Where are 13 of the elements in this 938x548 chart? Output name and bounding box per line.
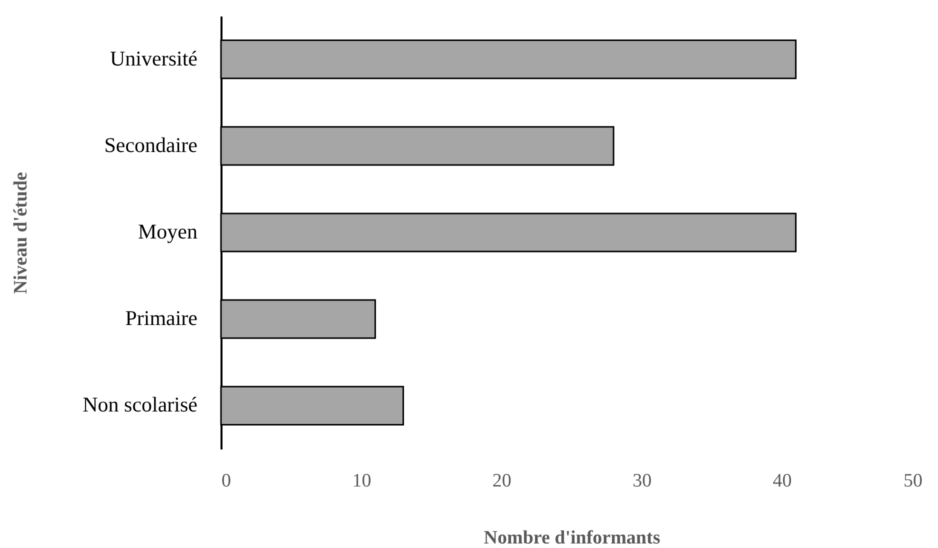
x-tick-label: 30 [632,470,652,492]
x-tick-label: 20 [492,470,512,492]
x-tick-label: 40 [772,470,792,492]
y-tick-label: Université [110,46,198,70]
x-axis-title: Nombre d'informants [484,528,660,548]
y-tick-label: Moyen [138,220,198,244]
y-axis-title: Niveau d'étude [10,172,32,294]
y-tick-label: Primaire [125,306,198,330]
y-tick-label: Non scolarisé [82,392,198,417]
x-tick-label: 10 [352,470,372,492]
y-tick-label: Secondaire [104,132,198,157]
x-tick-label: 0 [222,470,231,492]
x-tick-label: 50 [904,470,922,492]
